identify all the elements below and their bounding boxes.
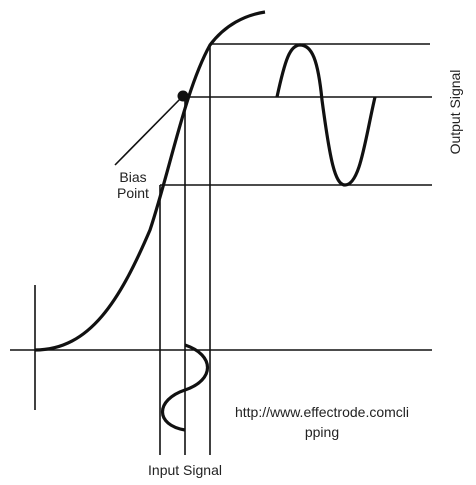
input-label: Input Signal — [148, 462, 222, 478]
url-text: pping — [305, 424, 339, 440]
bias-label: Point — [117, 185, 149, 201]
output-wave — [275, 43, 377, 187]
bias-label: Bias — [119, 169, 146, 185]
bias-dot — [177, 90, 189, 102]
output-label: Output Signal — [447, 70, 463, 155]
transfer-curve — [34, 10, 266, 352]
bias-leader — [114, 95, 184, 166]
url-text: http://www.effectrode.comcli — [235, 404, 409, 420]
input-wave — [160, 343, 210, 432]
